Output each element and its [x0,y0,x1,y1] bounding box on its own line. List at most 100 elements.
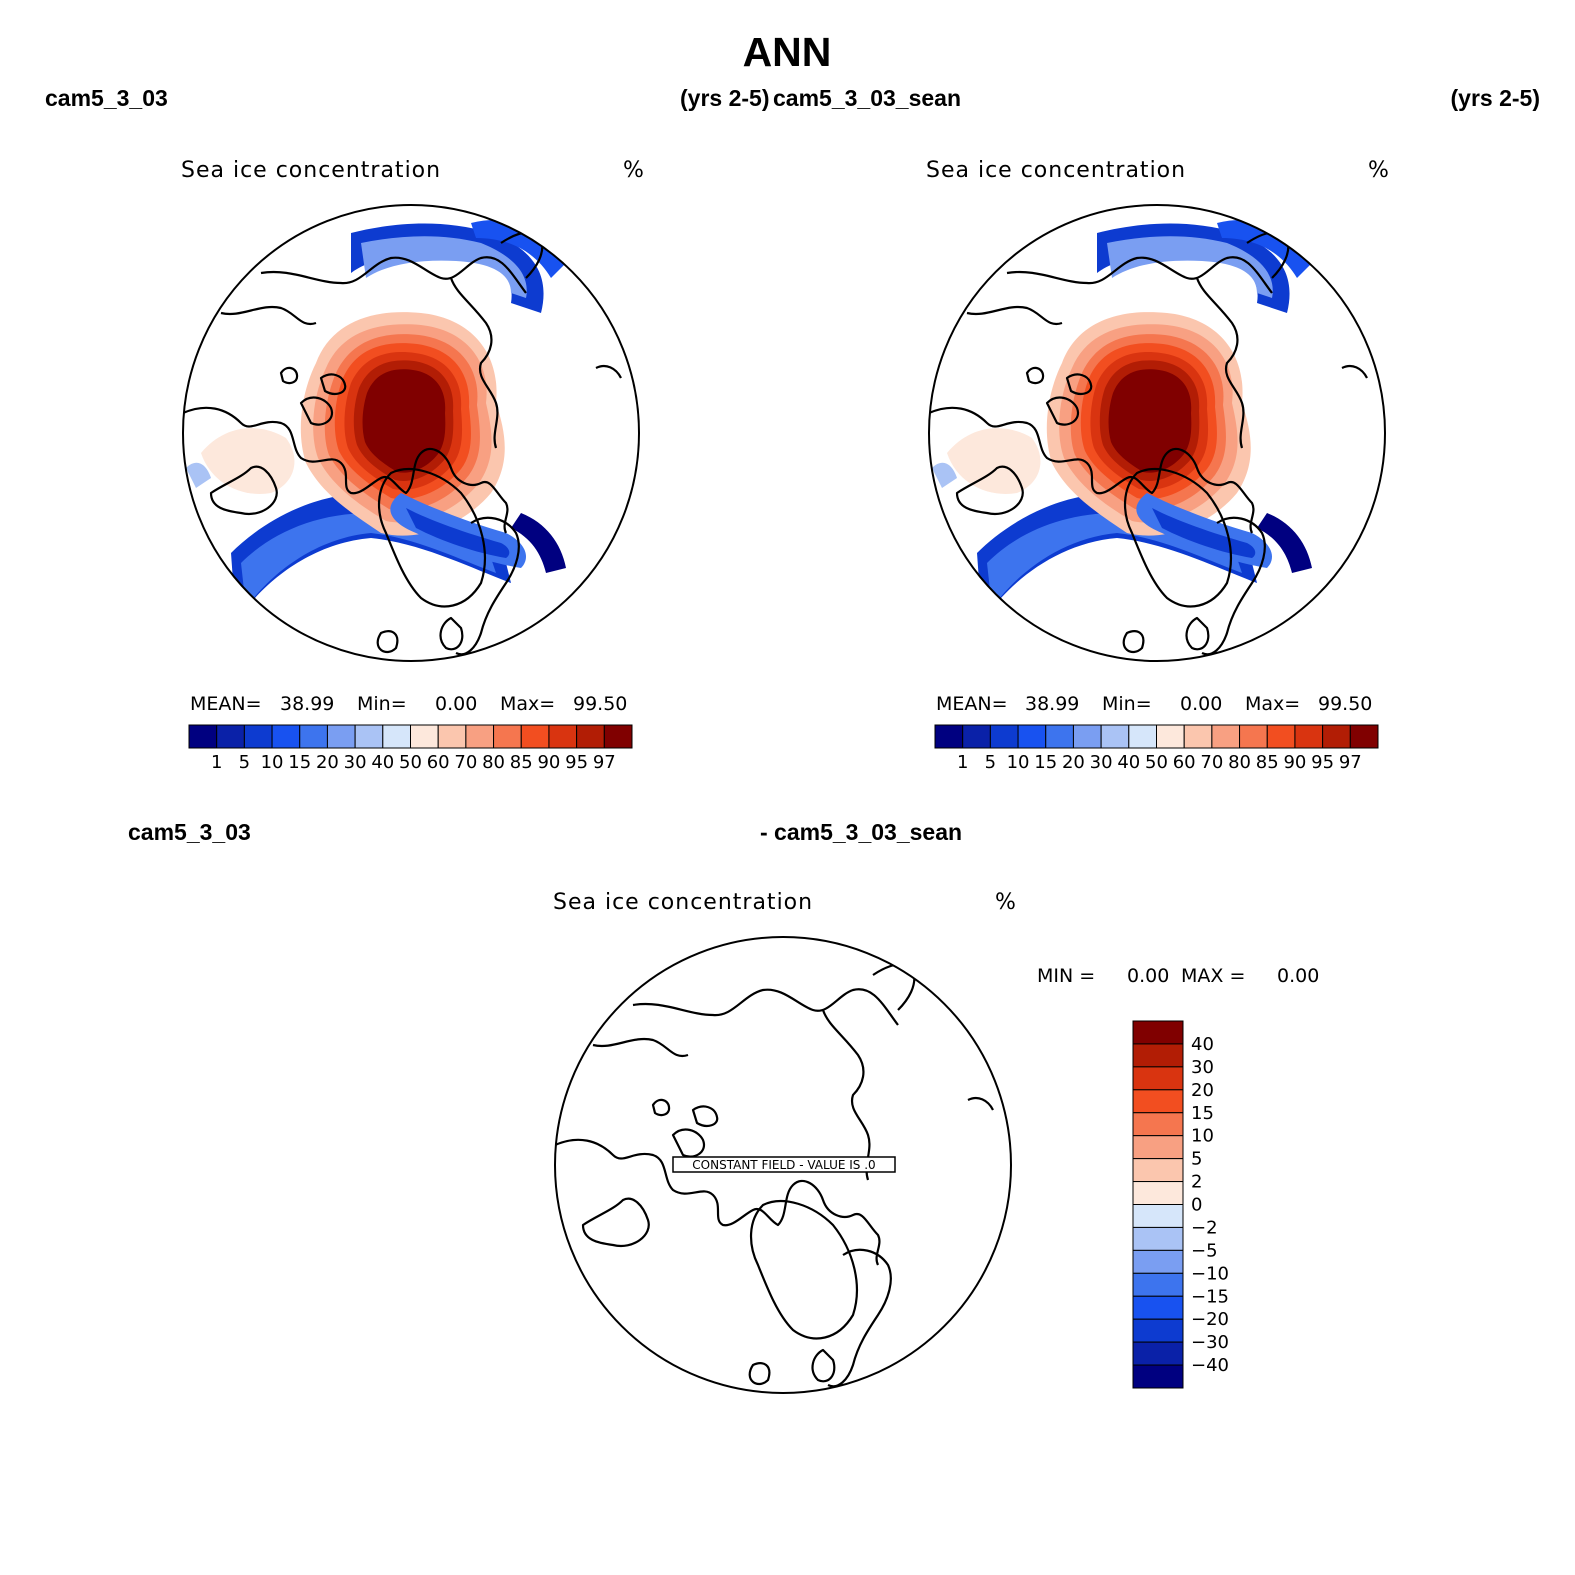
diff-colorbar-swatch [1132,1043,1184,1068]
panel2-colorbar-swatch [1045,724,1074,749]
diff-colorbar-swatch [1132,1135,1184,1160]
diff-min-label: MIN = [1037,965,1095,987]
diff-colorbar-tick-label: −10 [1191,1263,1229,1284]
panel2-min-label: Min= [1102,693,1152,715]
diff-map-border [554,936,1012,1394]
diff-min-value: 0.00 [1127,965,1169,987]
panel2-colorbar-swatch [962,724,991,749]
diff-colorbar-swatch [1132,1226,1184,1251]
diff-colorbar-tick-label: −5 [1191,1240,1218,1261]
diff-colorbar-tick-label: 40 [1191,1034,1214,1055]
diff-colorbar-swatch [1132,1204,1184,1228]
panel2-max-label: Max= [1245,693,1300,715]
panel1-min-value: 0.00 [435,693,477,715]
panel2-variable: Sea ice concentration [926,158,1186,183]
diff-colorbar-swatch [1132,1066,1184,1091]
constant-field-label: CONSTANT FIELD - VALUE IS .0 [692,1158,875,1172]
panel2-colorbar-tick-label: 30 [1090,752,1113,773]
panel2-colorbar-tick-label: 95 [1311,752,1334,773]
panel2-min-value: 0.00 [1180,693,1222,715]
panel2-case-label: cam5_3_03_sean [773,85,961,111]
panel2-colorbar-tick-label: 1 [957,752,968,773]
diff-colorbar-swatch [1132,1089,1184,1114]
panel1-max-value: 99.50 [573,693,627,715]
panel2-map-border [928,204,1386,662]
diff-colorbar-tick-label: 2 [1191,1172,1202,1193]
figure-title: ANN [743,29,832,75]
panel2: Sea ice concentration % MEAN= 38.99 Min=… [926,158,1389,773]
diff-colorbar-swatch [1132,1158,1184,1183]
panel1-colorbar-tick-label: 20 [316,752,339,773]
panel2-colorbar-swatch [1072,724,1102,749]
panel1-colorbar-swatch [243,724,273,749]
panel1-colorbar-swatch [382,724,411,749]
diff-max-label: MAX = [1181,965,1245,987]
panel1-colorbar-tick-label: 1 [211,752,222,773]
diff-colorbar-swatch [1132,1181,1184,1205]
panel2-units: % [1368,158,1389,183]
panel1-colorbar-swatch [576,724,605,749]
panel1-colorbar-swatch [465,724,495,749]
panel2-colorbar-swatch [1128,724,1157,749]
panel2-years: (yrs 2-5) [1451,85,1540,111]
diff-colorbar-swatch [1132,1112,1184,1137]
constant-field-box [672,1156,896,1173]
panel1-colorbar-tick-label: 60 [427,752,450,773]
diff-colorbar-tick-label: 0 [1191,1195,1202,1216]
panel1-mean-value: 38.99 [280,693,334,715]
panel2-colorbar-tick-label: 90 [1283,752,1306,773]
panel1-colorbar-tick-label: 30 [344,752,367,773]
panel1-colorbar-swatch [271,724,301,749]
panel2-map [929,219,1369,656]
panel1-colorbar-tick-label: 5 [239,752,250,773]
panel2-mean-label: MEAN= [936,693,1008,715]
panel1-colorbar-swatch [548,724,578,749]
panel1-colorbar-tick-label: 85 [510,752,533,773]
diff-colorbar-swatch [1132,1364,1184,1389]
diff-colorbar-tick-label: 10 [1191,1126,1214,1147]
panel2-colorbar-tick-label: 60 [1173,752,1196,773]
diff-colorbar-swatch [1132,1318,1184,1343]
panel2-colorbar-swatch [1349,724,1379,749]
panel1-colorbar-tick-label: 97 [593,752,616,773]
panel2-colorbar-swatch [934,724,964,749]
panel1-colorbar-swatch [437,724,467,749]
diff-case-b: - cam5_3_03_sean [760,819,962,845]
panel2-colorbar-tick-label: 70 [1200,752,1223,773]
panel2-colorbar-swatch [1156,724,1185,749]
panel2-colorbar-tick-label: 15 [1034,752,1057,773]
diff-units: % [995,890,1016,915]
panel1-years: (yrs 2-5) [680,85,769,111]
diff-case-a: cam5_3_03 [128,819,251,845]
panel1-colorbar-swatch [493,724,522,749]
panel1-max-label: Max= [500,693,555,715]
panel2-colorbar-tick-label: 50 [1145,752,1168,773]
panel1-colorbar-swatch [603,724,633,749]
diff-colorbar-tick-label: −30 [1191,1332,1229,1353]
panel1-min-label: Min= [357,693,407,715]
diff-colorbar-swatch [1132,1341,1184,1366]
panel2-colorbar-tick-label: 5 [985,752,996,773]
diff-colorbar-tick-label: −20 [1191,1309,1229,1330]
diff-colorbar-swatch [1132,1272,1184,1297]
panel1-colorbar-tick-label: 40 [371,752,394,773]
panel1-colorbar-tick-label: 10 [261,752,284,773]
panel1-colorbar-tick-label: 80 [482,752,505,773]
panel1-units: % [623,158,644,183]
diff-colorbar-swatch [1132,1020,1184,1045]
panel1-colorbar-tick-label: 70 [454,752,477,773]
diff-colorbar-tick-label: 15 [1191,1103,1214,1124]
panel1-variable: Sea ice concentration [181,158,441,183]
panel1-map [183,219,623,656]
panel2-max-value: 99.50 [1318,693,1372,715]
panel2-colorbar-swatch [1100,724,1130,749]
panel1-colorbar-swatch [326,724,356,749]
panel2-colorbar-swatch [1294,724,1324,749]
panel2-colorbar-tick-label: 97 [1339,752,1362,773]
panel2-colorbar-swatch [1211,724,1241,749]
panel1-colorbar-tick-label: 15 [288,752,311,773]
panel1-colorbar-tick-label: 95 [565,752,588,773]
panel2-colorbar-tick-label: 20 [1062,752,1085,773]
